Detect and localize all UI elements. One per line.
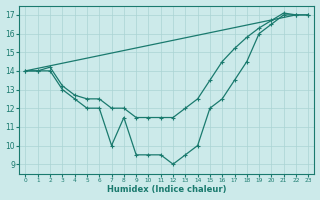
X-axis label: Humidex (Indice chaleur): Humidex (Indice chaleur) (107, 185, 227, 194)
